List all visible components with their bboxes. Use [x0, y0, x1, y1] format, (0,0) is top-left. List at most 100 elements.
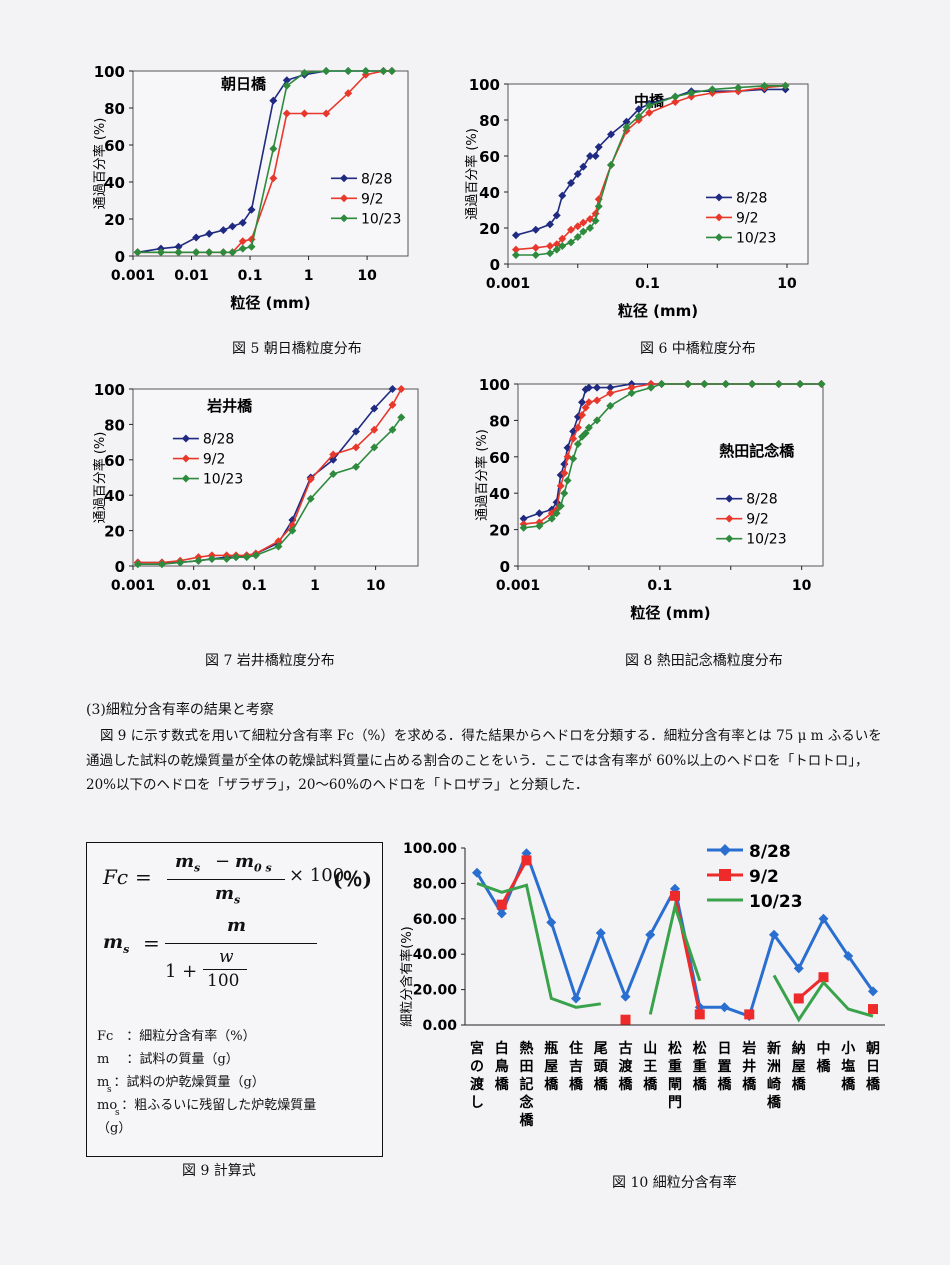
y-tick-label: 0 [115, 248, 125, 266]
legend-label: 8/28 [203, 432, 234, 448]
data-point [242, 553, 251, 562]
data-point [322, 67, 331, 75]
x-tick-label: 0.001 [111, 578, 155, 594]
y-tick-label: 60 [489, 449, 510, 467]
y-tick-label: 100.00 [403, 841, 457, 857]
plot-area [132, 388, 419, 567]
frac-100: 100 [207, 971, 240, 991]
y-tick-label: 60.00 [413, 912, 458, 928]
data-point [219, 226, 228, 235]
percent-unit: (％) [333, 867, 372, 891]
data-point [592, 396, 601, 405]
data-point [472, 867, 482, 878]
data-point [388, 425, 397, 434]
category-label: 松重橋 [693, 1040, 708, 1093]
y-tick-label: 40 [104, 487, 125, 505]
legend-marker [715, 213, 723, 222]
data-point [552, 498, 561, 507]
data-point [228, 222, 237, 231]
data-point [634, 112, 643, 121]
data-point [818, 913, 829, 924]
series-line-10-23 [772, 974, 874, 1023]
y-tick-label: 80 [489, 412, 510, 430]
legend-marker [725, 494, 734, 503]
y-axis-label: 通過百分率 (%) [474, 429, 490, 521]
y-tick-label: 0 [500, 558, 510, 576]
data-point [238, 237, 247, 246]
data-point [288, 526, 297, 535]
data-point [566, 238, 575, 247]
def-m: m ：試料の質量（g） [97, 1052, 239, 1067]
data-point [793, 963, 804, 974]
y-tick-label: 0 [490, 256, 500, 274]
series-line-9-2 [500, 859, 528, 906]
data-point [671, 98, 680, 106]
data-point [133, 560, 142, 569]
legend-label: 10/23 [361, 211, 401, 227]
fraction-bar-3 [203, 969, 247, 970]
data-point [586, 224, 595, 232]
data-point [581, 429, 590, 438]
category-label: 尾頭橋 [594, 1041, 609, 1093]
data-point [573, 170, 582, 178]
data-point [578, 410, 587, 419]
minus-sign: − [215, 851, 231, 872]
data-point [748, 380, 757, 388]
data-point [351, 443, 360, 452]
data-point [552, 509, 561, 518]
one-plus: 1 + [165, 961, 198, 982]
x-tick-label: 1 [304, 268, 314, 284]
data-point [594, 143, 603, 151]
legend-label: 8/28 [749, 842, 791, 862]
data-point [774, 380, 783, 388]
plot-area [507, 83, 809, 265]
caption-fig10: 図 10 細粒分含有率 [612, 1175, 737, 1191]
data-point [607, 130, 616, 139]
data-point [329, 469, 338, 478]
data-point [571, 993, 581, 1004]
x-tick-label: 0.001 [486, 276, 530, 292]
data-point [868, 986, 878, 997]
data-point [620, 991, 631, 1002]
y-tick-label: 20 [104, 211, 125, 229]
data-point [634, 105, 643, 114]
x-tick-label: 10 [357, 268, 377, 284]
data-point [370, 404, 379, 413]
caption-fig9: 図 9 計算式 [182, 1163, 256, 1179]
category-label: 宮の渡し [470, 1040, 485, 1111]
data-point [573, 233, 582, 241]
data-point [535, 521, 544, 530]
caption-fig7: 図 7 岩井橋粒度分布 [205, 653, 335, 669]
y-axis-label: 細粒分含有率(%) [399, 926, 415, 1027]
data-point [620, 1014, 631, 1025]
data-point [868, 1004, 878, 1015]
data-point [657, 380, 666, 388]
data-point [156, 248, 165, 257]
data-point [545, 242, 554, 250]
frac-den-ms: ms [215, 883, 241, 907]
data-point [282, 81, 291, 90]
data-point [560, 469, 569, 478]
data-point [238, 244, 247, 253]
data-point [397, 413, 406, 422]
def-m0s-sub: s [115, 1108, 120, 1118]
data-point [344, 67, 353, 75]
def-m0s: mo ：粗ふるいに残留した炉乾燥質量 s [97, 1094, 316, 1118]
y-tick-label: 20.00 [413, 983, 458, 999]
y-tick-label: 40 [479, 184, 500, 202]
category-label: 小塩橋 [841, 1041, 856, 1093]
data-point [157, 560, 166, 569]
times-100: × 100 [289, 865, 345, 886]
data-point [760, 81, 769, 90]
legend-label: 9/2 [361, 191, 384, 207]
y-tick-label: 80.00 [413, 876, 458, 892]
data-point [192, 248, 201, 257]
data-point [579, 227, 588, 236]
series-line-10-23 [648, 900, 702, 1015]
legend-marker [725, 514, 734, 523]
legend-label: 8/28 [736, 190, 767, 206]
legend-label: 8/28 [361, 171, 392, 187]
data-point [817, 380, 826, 388]
data-point [247, 242, 256, 251]
